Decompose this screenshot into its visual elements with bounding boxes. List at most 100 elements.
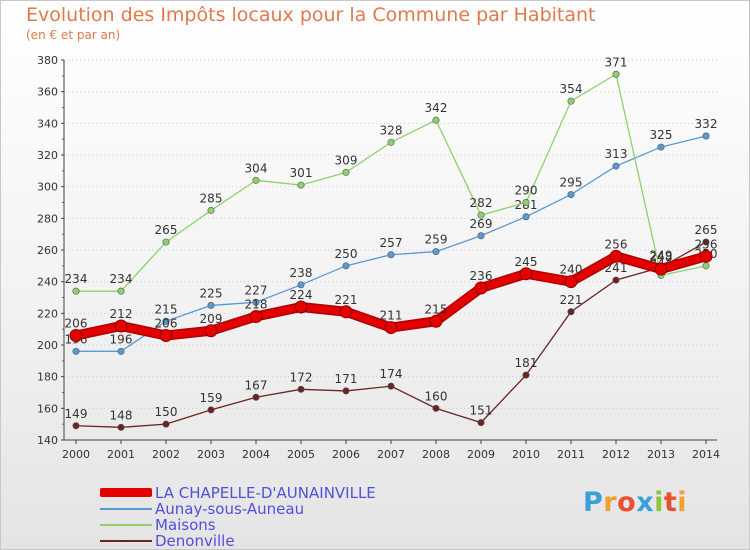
y-tick-label: 140 [37, 434, 58, 447]
legend-label: Aunay-sous-Auneau [155, 500, 305, 518]
data-label: 227 [245, 283, 268, 297]
data-label: 215 [425, 302, 448, 316]
legend-swatch-denonville [100, 540, 152, 542]
data-point [522, 371, 530, 379]
data-point [297, 281, 305, 289]
data-label: 171 [335, 372, 358, 386]
data-label: 309 [335, 153, 358, 167]
data-point [207, 406, 215, 414]
data-label: 259 [425, 233, 448, 247]
data-label: 181 [515, 356, 538, 370]
data-label: 236 [470, 269, 493, 283]
x-tick-label: 2012 [602, 448, 630, 461]
data-point [342, 168, 350, 176]
data-point [654, 262, 668, 276]
data-point [522, 199, 530, 207]
data-label: 256 [605, 237, 628, 251]
data-point [567, 308, 575, 316]
data-point [432, 248, 440, 256]
data-label: 167 [245, 378, 268, 392]
data-label: 301 [290, 166, 313, 180]
legend-swatch-maisons [100, 524, 152, 526]
data-point [162, 238, 170, 246]
x-tick-label: 2011 [557, 448, 585, 461]
data-label: 234 [65, 272, 88, 286]
data-point [567, 191, 575, 199]
data-point [342, 262, 350, 270]
y-tick-label: 160 [37, 402, 58, 415]
data-point [252, 298, 260, 306]
data-point [612, 276, 620, 284]
data-point [612, 70, 620, 78]
data-point [702, 132, 710, 140]
data-label: 221 [560, 293, 583, 307]
data-label: 238 [290, 266, 313, 280]
legend-swatch-aunay [100, 508, 152, 510]
data-point [387, 251, 395, 259]
data-point [342, 387, 350, 395]
data-label: 160 [425, 389, 448, 403]
data-label: 196 [110, 332, 133, 346]
x-tick-label: 2001 [107, 448, 135, 461]
data-point [117, 347, 125, 355]
data-point [702, 262, 710, 270]
data-label: 328 [380, 123, 403, 137]
data-label: 290 [515, 184, 538, 198]
data-point [162, 317, 170, 325]
data-label: 248 [650, 250, 673, 264]
data-point [519, 267, 533, 281]
data-label: 269 [470, 217, 493, 231]
data-label: 332 [695, 117, 718, 131]
x-tick-label: 2006 [332, 448, 360, 461]
data-label: 342 [425, 101, 448, 115]
data-point [564, 275, 578, 289]
data-point [249, 310, 263, 323]
data-point [699, 249, 713, 263]
data-point [207, 206, 215, 214]
x-tick-label: 2004 [242, 448, 270, 461]
data-point [429, 314, 443, 328]
data-point [657, 143, 665, 151]
data-label: 225 [200, 286, 223, 300]
legend-item-la-chapelle: LA CHAPELLE-D'AUNAINVILLE [100, 484, 400, 502]
data-label: 174 [380, 367, 403, 381]
data-label: 257 [380, 236, 403, 250]
y-tick-label: 200 [37, 339, 58, 352]
data-point [474, 281, 488, 295]
data-label: 325 [650, 128, 673, 142]
data-label: 211 [380, 309, 403, 323]
data-point [522, 213, 530, 221]
data-point [207, 301, 215, 309]
legend-item-denonville: Denonville [100, 532, 400, 550]
chart-title: Evolution des Impôts locaux pour la Comm… [26, 4, 596, 26]
data-label: 221 [335, 293, 358, 307]
data-label: 245 [515, 255, 538, 269]
data-point [387, 382, 395, 390]
data-label: 148 [110, 408, 133, 422]
x-tick-label: 2009 [467, 448, 495, 461]
data-label: 265 [695, 223, 718, 237]
data-point [609, 249, 623, 263]
data-label: 150 [155, 405, 178, 419]
data-label: 215 [155, 302, 178, 316]
y-tick-label: 380 [37, 54, 58, 67]
data-label: 206 [155, 317, 178, 331]
data-point [117, 287, 125, 295]
data-point [294, 300, 308, 314]
y-tick-label: 280 [37, 212, 58, 225]
y-tick-label: 320 [37, 149, 58, 162]
x-tick-label: 2014 [692, 448, 720, 461]
data-point [477, 419, 485, 427]
data-point [159, 329, 173, 342]
data-label: 371 [605, 55, 628, 69]
data-label: 159 [200, 391, 223, 405]
y-tick-label: 240 [37, 276, 58, 289]
data-label: 218 [245, 298, 268, 312]
data-label: 265 [155, 223, 178, 237]
x-tick-label: 2005 [287, 448, 315, 461]
data-point [387, 138, 395, 146]
data-point [69, 329, 83, 342]
x-tick-label: 2002 [152, 448, 180, 461]
y-tick-label: 300 [37, 181, 58, 194]
data-label: 240 [560, 263, 583, 277]
